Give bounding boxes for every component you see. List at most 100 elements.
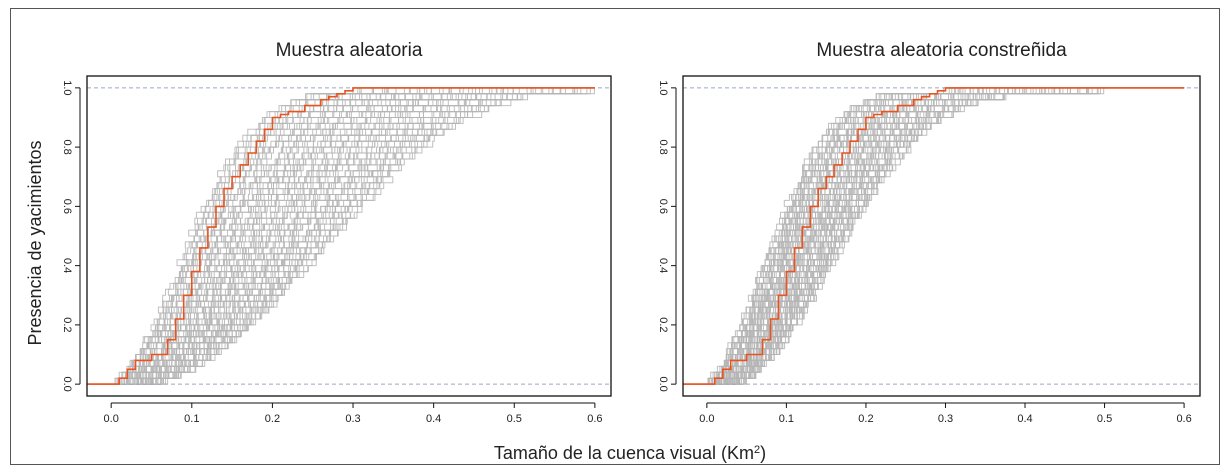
simulated-curve <box>683 87 1185 385</box>
simulated-curve <box>87 87 595 385</box>
y-axis-title: Presencia de yacimientos <box>25 140 45 345</box>
x-tick-label: 0.0 <box>104 413 119 425</box>
simulated-curve <box>87 87 595 385</box>
simulated-curve <box>87 87 595 385</box>
simulated-curve <box>87 87 595 385</box>
y-tick-label: 0.8 <box>657 139 669 154</box>
y-tick-label: 0.4 <box>61 258 73 273</box>
x-tick-label: 0.3 <box>938 413 953 425</box>
simulated-curve <box>87 87 595 385</box>
x-tick-label: 0.2 <box>265 413 280 425</box>
simulated-curve <box>87 87 595 385</box>
simulated-curve <box>87 87 595 385</box>
simulated-curve <box>87 87 595 385</box>
simulated-curve <box>87 87 595 385</box>
simulated-curve <box>87 87 595 385</box>
simulated-curve <box>87 87 595 385</box>
y-tick-label: 0.2 <box>657 317 669 332</box>
simulated-curve <box>87 87 595 385</box>
x-tick-label: 0.1 <box>184 413 199 425</box>
x-tick-label: 0.4 <box>426 413 441 425</box>
simulated-curve <box>87 87 595 385</box>
x-axis-title-superscript: 2 <box>754 444 760 456</box>
simulated-curve <box>87 87 595 385</box>
simulated-curve <box>87 87 595 385</box>
simulated-curve <box>87 87 595 385</box>
simulated-curve <box>683 87 1185 385</box>
simulated-curve <box>87 87 595 385</box>
x-axis-title: Tamaño de la cuenca visual (Km2) <box>494 443 766 463</box>
observed-curve <box>683 87 1185 385</box>
simulated-curve <box>87 87 595 385</box>
y-tick-label: 0.4 <box>657 258 669 273</box>
y-tick-label: 0.0 <box>657 376 669 391</box>
x-tick-label: 0.5 <box>1097 413 1112 425</box>
y-tick-label: 0.6 <box>657 199 669 214</box>
panel-title: Muestra aleatoria <box>276 40 423 61</box>
y-tick-label: 0.8 <box>61 139 73 154</box>
x-tick-label: 0.6 <box>1176 413 1191 425</box>
simulated-curve <box>87 87 595 385</box>
simulated-curve <box>87 87 595 385</box>
simulated-curve <box>683 87 1185 385</box>
simulated-curve <box>87 87 595 385</box>
simulated-curve <box>87 87 595 385</box>
simulated-curve <box>87 87 595 385</box>
simulated-curve <box>87 87 595 385</box>
y-tick-label: 1.0 <box>657 80 669 95</box>
simulated-curve <box>87 87 595 385</box>
simulated-curve <box>87 87 595 385</box>
plot-box <box>682 75 1201 397</box>
simulated-curve <box>87 87 595 385</box>
simulated-curve <box>87 87 595 385</box>
simulated-curve <box>87 87 595 385</box>
x-tick-label: 0.1 <box>779 413 794 425</box>
simulated-curve <box>87 87 595 385</box>
simulated-curve <box>87 87 595 385</box>
simulated-curve <box>87 87 595 385</box>
panel-muestra-aleatoria: Muestra aleatoria 0.0 0.1 0.2 0.3 0.4 0.5 0.6 0.… <box>61 40 612 425</box>
simulated-curve <box>683 87 1185 385</box>
simulated-curve <box>683 87 1185 385</box>
simulated-curve <box>87 87 595 385</box>
simulated-curve <box>87 87 595 385</box>
simulated-curve <box>87 87 595 385</box>
simulated-curve <box>87 87 595 385</box>
simulated-curve <box>87 87 595 385</box>
simulated-curve <box>87 87 595 385</box>
simulated-curve <box>87 87 595 385</box>
y-tick-label: 1.0 <box>61 80 73 95</box>
simulated-curve <box>87 87 595 385</box>
simulated-curve <box>87 87 595 385</box>
simulated-curve <box>87 87 595 385</box>
simulated-curve <box>87 87 595 385</box>
y-tick-label: 0.2 <box>61 317 73 332</box>
observed-curve <box>87 87 595 385</box>
x-axis-title-close: ) <box>760 443 766 463</box>
simulated-curve <box>87 87 595 385</box>
simulated-curve <box>87 87 595 385</box>
x-tick-label: 0.0 <box>699 413 714 425</box>
simulated-curve <box>683 87 1185 385</box>
simulated-curve <box>87 87 595 385</box>
x-tick-label: 0.2 <box>858 413 873 425</box>
simulated-curve <box>87 87 595 385</box>
plot-box <box>86 75 612 397</box>
simulated-curve <box>87 87 595 385</box>
simulated-curve <box>87 87 595 385</box>
simulated-curve <box>87 87 595 385</box>
panel-title: Muestra aleatoria constreñida <box>816 40 1067 61</box>
simulated-curve <box>87 87 595 385</box>
simulated-curve <box>87 87 595 385</box>
x-tick-label: 0.6 <box>587 413 602 425</box>
simulated-curve <box>87 87 595 385</box>
simulated-curve <box>87 87 595 385</box>
x-tick-label: 0.5 <box>507 413 522 425</box>
x-axis-title-main: Tamaño de la cuenca visual (Km <box>494 443 754 463</box>
y-tick-label: 0.6 <box>61 199 73 214</box>
simulated-curve <box>87 87 595 385</box>
simulated-curves <box>683 87 1185 385</box>
simulated-curve <box>87 87 595 385</box>
simulated-curve <box>87 87 595 385</box>
